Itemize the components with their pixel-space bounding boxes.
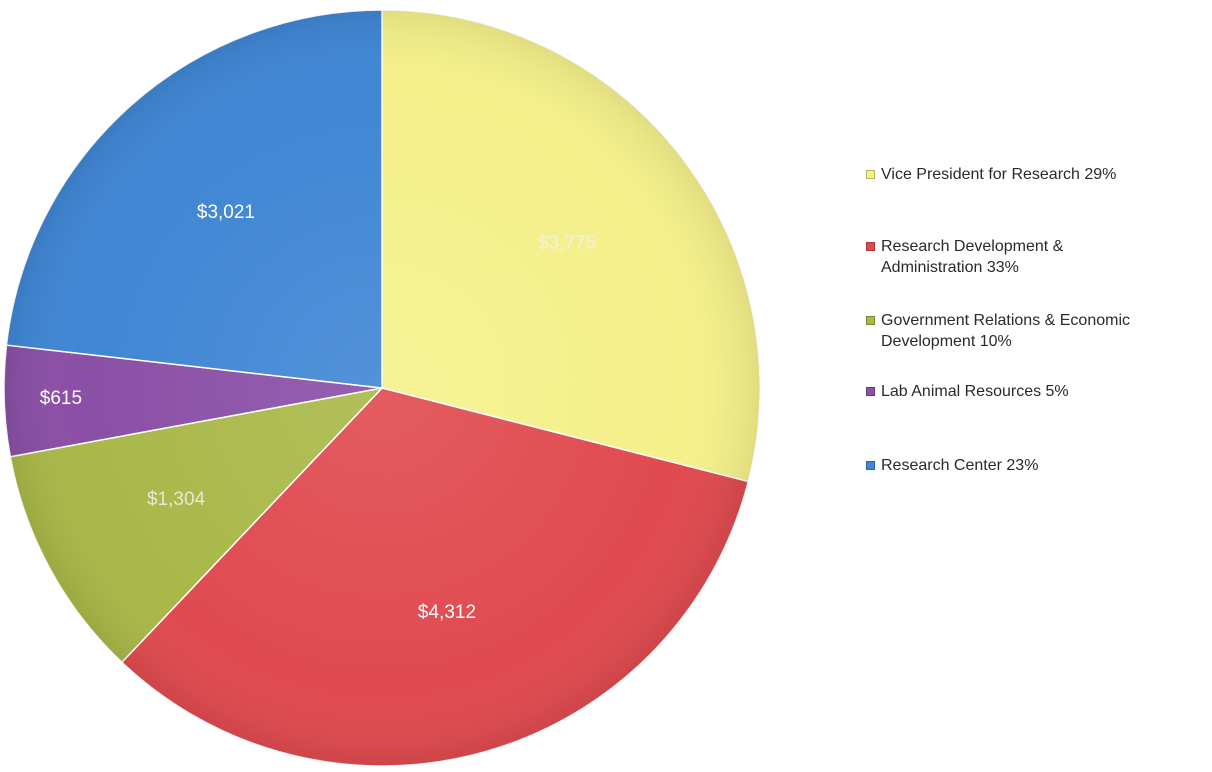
legend-swatch [866,170,875,179]
legend-swatch [866,387,875,396]
legend-label: Research Development & Administration 33… [881,238,1064,276]
pie-slice-research-center [5,9,383,389]
pie-value-label-research-center: $3,021 [197,202,255,223]
legend-label: Vice President for Research 29% [881,166,1117,183]
legend-item-vice-president-for-research: Vice President for Research 29% [866,164,1206,185]
pie-value-label-vice-president-for-research: $3,775 [538,233,596,254]
legend-item-lab-animal-resources: Lab Animal Resources 5% [866,381,1206,402]
legend-swatch [866,316,875,325]
pie-value-label-research-development-administration: $4,312 [418,602,476,623]
legend-label: Government Relations & Economic Developm… [881,312,1130,350]
pie-slices [3,9,761,767]
legend-item-government-relations-economic-development: Government Relations & Economic Developm… [866,310,1206,352]
legend: Vice President for Research 29% Research… [866,0,1206,772]
pie-value-labels: $3,775 $4,312 $1,304 $615 $3,021 [40,202,596,623]
legend-swatch [866,242,875,251]
legend-item-research-development-administration: Research Development & Administration 33… [866,236,1206,278]
pie-value-label-lab-animal-resources: $615 [40,388,82,409]
legend-item-research-center: Research Center 23% [866,455,1206,476]
legend-swatch [866,461,875,470]
legend-label: Lab Animal Resources 5% [881,383,1069,400]
legend-label: Research Center 23% [881,457,1039,474]
pie-value-label-government-relations-economic-development: $1,304 [147,489,206,510]
pie-plot-area: $3,775 $4,312 $1,304 $615 $3,021 [3,9,761,767]
